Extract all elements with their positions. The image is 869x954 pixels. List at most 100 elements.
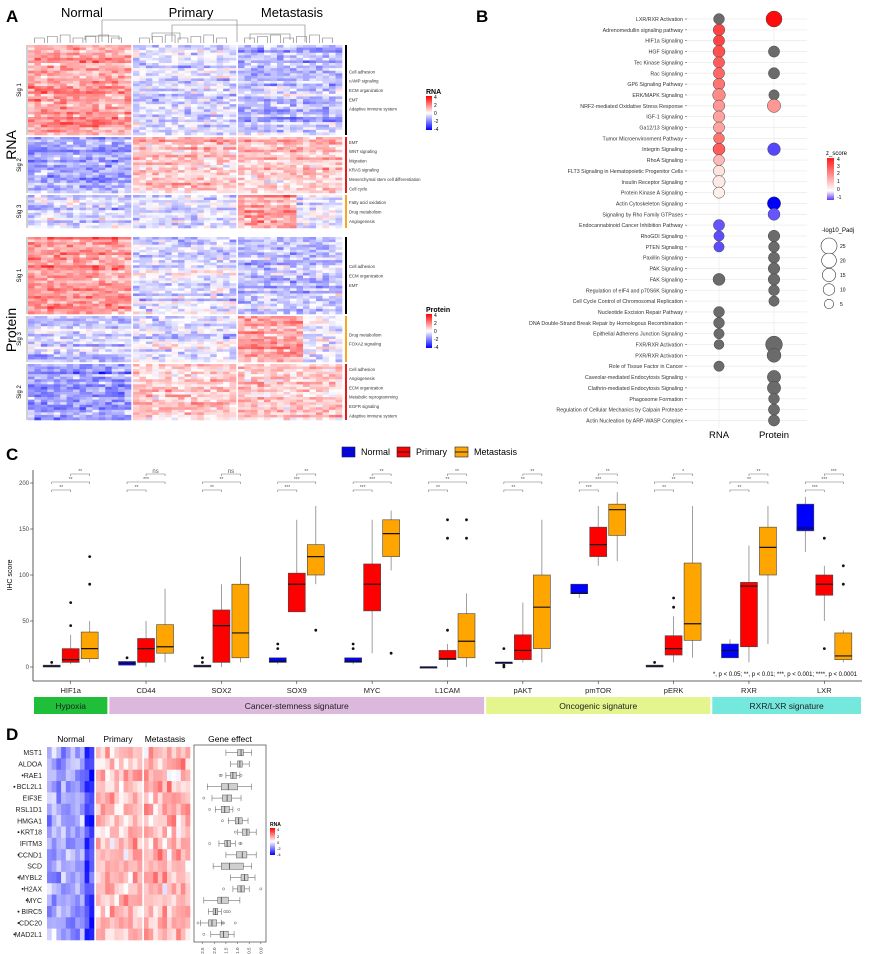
heatmap-cell bbox=[277, 202, 284, 206]
heatmap-cell bbox=[53, 52, 61, 56]
heatmap-cell bbox=[152, 63, 160, 66]
heatmap-cell bbox=[322, 65, 330, 69]
heatmap-cell bbox=[244, 185, 252, 189]
heatmap-cell bbox=[105, 63, 112, 66]
heatmap-cell bbox=[184, 137, 192, 140]
heatmap-cell bbox=[322, 242, 330, 245]
heatmap-cell bbox=[60, 311, 67, 315]
heatmap-cell bbox=[277, 63, 284, 66]
heatmap-cell bbox=[152, 167, 160, 171]
heatmap-cell bbox=[309, 293, 317, 297]
heatmap-cell bbox=[210, 217, 217, 221]
heatmap-cell bbox=[283, 47, 291, 51]
heatmap-cell bbox=[184, 55, 192, 59]
heatmap-cell bbox=[66, 124, 74, 128]
heatmap-cell bbox=[165, 109, 172, 113]
heatmap-cell bbox=[203, 52, 211, 56]
heatmap-cell bbox=[152, 242, 160, 245]
heatmap-cell bbox=[66, 75, 74, 79]
heatmap-cell bbox=[296, 144, 304, 148]
heatmap-cell bbox=[79, 265, 87, 269]
heatmap-cell bbox=[303, 185, 310, 189]
heatmap-cell bbox=[329, 142, 336, 145]
heatmap-cell bbox=[105, 127, 112, 131]
heatmap-cell bbox=[92, 257, 100, 261]
heatmap-cell bbox=[244, 47, 252, 51]
heatmap-cell bbox=[133, 301, 140, 305]
heatmap-cell bbox=[40, 75, 48, 79]
heatmap-cell bbox=[244, 270, 252, 274]
heatmap-cell bbox=[118, 167, 125, 171]
heatmap-cell bbox=[34, 65, 42, 69]
heatmap-cell bbox=[216, 252, 224, 256]
heatmap-cell bbox=[60, 270, 67, 274]
heatmap-cell bbox=[145, 205, 153, 208]
heatmap-cell bbox=[190, 172, 198, 176]
heatmap-cell bbox=[335, 272, 343, 276]
heatmap-cell bbox=[85, 270, 93, 274]
heatmap-cell bbox=[316, 144, 323, 148]
heatmap-cell bbox=[152, 247, 160, 251]
heatmap-cell bbox=[190, 132, 198, 136]
heatmap-cell bbox=[223, 68, 230, 72]
heatmap-cell bbox=[190, 117, 198, 120]
heatmap-cell bbox=[118, 207, 125, 211]
heatmap-cell bbox=[329, 139, 336, 143]
heatmap-cell bbox=[251, 265, 258, 269]
heatmap-cell bbox=[238, 290, 245, 294]
heatmap-cell bbox=[257, 220, 265, 224]
heatmap-cell bbox=[283, 162, 291, 166]
heatmap-cell bbox=[85, 323, 93, 327]
heatmap-cell bbox=[190, 288, 198, 292]
heatmap-cell bbox=[251, 296, 258, 299]
heatmap-cell bbox=[28, 185, 35, 189]
heatmap-cell bbox=[73, 197, 80, 201]
heatmap-cell bbox=[171, 167, 179, 171]
heatmap-cell bbox=[165, 83, 172, 87]
heatmap-cell bbox=[118, 144, 125, 148]
heatmap-cell bbox=[283, 197, 291, 201]
heatmap-cell bbox=[244, 288, 252, 292]
heatmap-cell bbox=[283, 57, 291, 61]
heatmap-cell bbox=[309, 52, 317, 56]
heatmap-cell bbox=[184, 47, 192, 51]
heatmap-cell bbox=[66, 117, 74, 120]
heatmap-cell bbox=[216, 202, 224, 206]
heatmap-cell bbox=[171, 142, 179, 145]
heatmap-cell bbox=[40, 147, 48, 151]
heatmap-cell bbox=[139, 275, 147, 279]
heatmap-cell bbox=[53, 336, 61, 340]
heatmap-cell bbox=[171, 104, 179, 108]
heatmap-cell bbox=[316, 308, 323, 312]
heatmap-cell bbox=[184, 177, 192, 181]
heatmap-cell bbox=[152, 202, 160, 206]
heatmap-cell bbox=[73, 265, 80, 269]
heatmap-cell bbox=[66, 283, 74, 287]
heatmap-cell bbox=[309, 225, 317, 229]
heatmap-cell bbox=[145, 215, 153, 219]
heatmap-cell bbox=[329, 47, 336, 51]
heatmap-cell bbox=[309, 170, 317, 173]
heatmap-cell bbox=[238, 260, 245, 263]
heatmap-cell bbox=[28, 225, 35, 229]
heatmap-cell bbox=[40, 175, 48, 179]
heatmap-cell bbox=[216, 177, 224, 181]
heatmap-cell bbox=[277, 244, 284, 248]
heatmap-cell bbox=[165, 104, 172, 108]
heatmap-cell bbox=[165, 175, 172, 179]
heatmap-cell bbox=[316, 167, 323, 171]
heatmap-cell bbox=[283, 129, 291, 133]
heatmap-cell bbox=[145, 288, 153, 292]
heatmap-cell bbox=[66, 122, 74, 126]
heatmap-cell bbox=[244, 165, 252, 168]
heatmap-cell bbox=[184, 170, 192, 173]
heatmap-cell bbox=[322, 222, 330, 226]
heatmap-cell bbox=[329, 252, 336, 256]
heatmap-cell bbox=[118, 247, 125, 251]
heatmap-cell bbox=[229, 217, 237, 221]
heatmap-cell bbox=[118, 175, 125, 179]
heatmap-cell bbox=[264, 45, 271, 48]
heatmap-cell bbox=[53, 285, 61, 289]
heatmap-cell bbox=[178, 283, 185, 287]
heatmap-cell bbox=[105, 308, 112, 312]
